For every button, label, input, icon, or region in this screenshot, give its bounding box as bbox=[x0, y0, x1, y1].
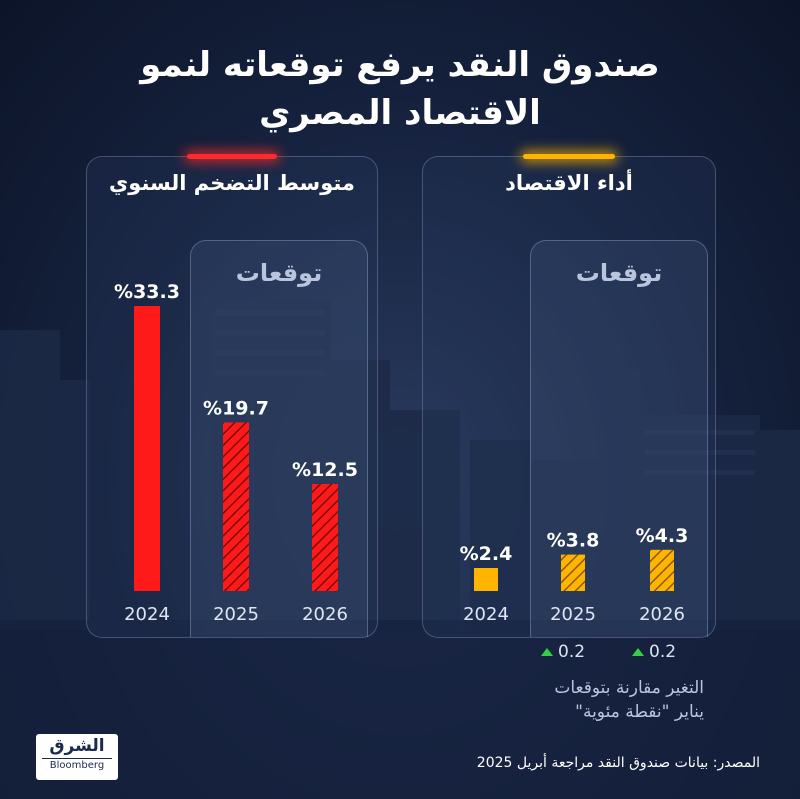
up-arrow-icon bbox=[541, 648, 553, 656]
inflation-forecast-box: توقعات bbox=[190, 240, 368, 637]
growth-value-label-2026: %4.3 bbox=[636, 525, 689, 547]
up-arrow-icon bbox=[632, 648, 644, 656]
inflation-forecast-label: توقعات bbox=[235, 259, 323, 287]
growth-bar-2024 bbox=[474, 568, 498, 591]
growth-change-2026-value: 0.2 bbox=[649, 642, 677, 662]
title-line-2: الاقتصاد المصري bbox=[259, 93, 541, 133]
growth-bar-2025 bbox=[561, 554, 585, 591]
inflation-bar-2025 bbox=[223, 422, 249, 591]
change-note-line-1: التغير مقارنة بتوقعات bbox=[554, 678, 704, 698]
inflation-bar-2024 bbox=[134, 306, 160, 591]
growth-change-2025-value: 0.2 bbox=[558, 642, 586, 662]
growth-forecast-box: توقعات bbox=[530, 240, 708, 637]
inflation-value-label-2025: %19.7 bbox=[203, 397, 269, 419]
growth-accent-glow bbox=[523, 154, 615, 159]
inflation-category-label-2026: 2026 bbox=[302, 604, 348, 625]
growth-change-2025: 0.2 bbox=[541, 642, 585, 662]
source-note: المصدر: بيانات صندوق النقد مراجعة أبريل … bbox=[476, 755, 760, 771]
inflation-value-label-2024: %33.3 bbox=[114, 281, 180, 303]
growth-category-label-2025: 2025 bbox=[550, 604, 596, 625]
title-line-1: صندوق النقد يرفع توقعاته لنمو bbox=[140, 45, 660, 85]
change-note: التغير مقارنة بتوقعات يناير "نقطة مئوية" bbox=[554, 676, 704, 724]
inflation-category-label-2024: 2024 bbox=[124, 604, 170, 625]
growth-bar-2026 bbox=[650, 549, 674, 591]
inflation-panel-title: متوسط التضخم السنوي bbox=[109, 171, 355, 195]
logo-name: الشرق bbox=[49, 736, 105, 756]
growth-panel-title: أداء الاقتصاد bbox=[505, 171, 633, 195]
inflation-category-label-2025: 2025 bbox=[213, 604, 259, 625]
growth-value-label-2025: %3.8 bbox=[547, 530, 600, 552]
inflation-bar-2026 bbox=[312, 484, 338, 591]
growth-value-label-2024: %2.4 bbox=[460, 543, 513, 565]
change-note-line-2: يناير "نقطة مئوية" bbox=[575, 702, 704, 722]
asharq-bloomberg-logo: الشرق Bloomberg bbox=[36, 734, 118, 780]
growth-category-label-2026: 2026 bbox=[639, 604, 685, 625]
growth-category-label-2024: 2024 bbox=[463, 604, 509, 625]
inflation-value-label-2026: %12.5 bbox=[292, 459, 358, 481]
growth-forecast-label: توقعات bbox=[575, 259, 663, 287]
logo-brand: Bloomberg bbox=[42, 758, 112, 773]
inflation-accent-glow bbox=[187, 154, 277, 159]
growth-change-2026: 0.2 bbox=[632, 642, 676, 662]
